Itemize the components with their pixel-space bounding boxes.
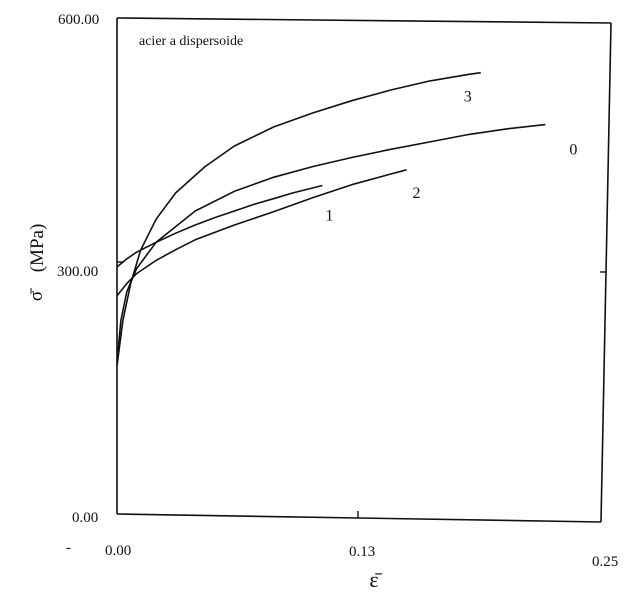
stray-dash-mark: -	[66, 540, 71, 556]
series-line-0	[116, 123, 546, 362]
y-tick-label-bottom: 0.00	[72, 510, 98, 526]
x-tick-label-mid: 0.13	[349, 544, 375, 560]
x-axis-line	[116, 513, 602, 523]
series-line-2	[116, 169, 407, 297]
series-layer	[116, 71, 546, 366]
x-tick-label-right: 0.25	[592, 554, 618, 570]
series-label-3: 3	[464, 89, 472, 106]
x-tick-label-left: 0.00	[105, 543, 131, 559]
y-axis-symbol: σ̄	[26, 288, 47, 301]
chart-annotation: acier a dispersoide	[139, 34, 243, 49]
series-line-1	[116, 184, 323, 268]
series-line-3	[116, 71, 481, 366]
y-tick-label-mid: 300.00	[57, 264, 98, 280]
y-tick-label-top: 600.00	[58, 12, 99, 28]
series-label-1: 1	[325, 208, 333, 225]
y-axis-unit: (MPa)	[27, 224, 48, 273]
top-axis-line	[116, 17, 612, 24]
x-axis-label: ε̄	[369, 567, 382, 592]
series-label-2: 2	[413, 185, 421, 202]
series-label-0: 0	[569, 142, 577, 159]
series-labels: 0 1 2 3	[325, 89, 577, 225]
